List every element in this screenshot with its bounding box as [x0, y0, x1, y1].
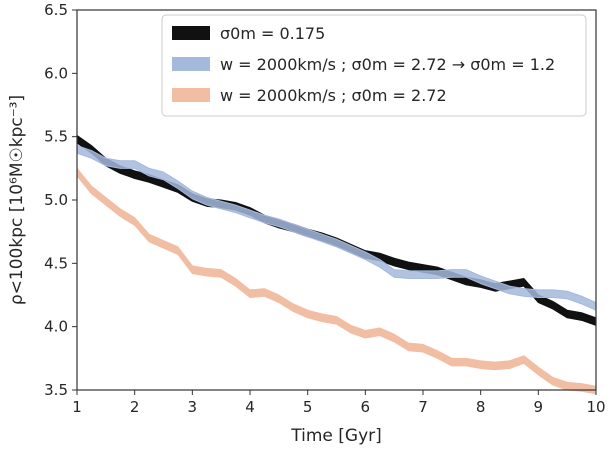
legend-swatch-1 — [172, 26, 210, 40]
y-tick-label: 6.0 — [44, 64, 68, 82]
x-tick-label: 9 — [534, 398, 544, 416]
legend-label-3: w = 2000km/s ; σ0m = 2.72 — [220, 86, 447, 105]
legend-swatch-3 — [172, 88, 210, 102]
series-band-1 — [76, 134, 597, 326]
axis-ticks: 1 2 3 4 5 6 7 8 9 10 3.5 4.0 4.5 5.0 5.5 6.0 6.5 — [44, 1, 605, 416]
x-tick-label: 2 — [130, 398, 140, 416]
y-tick-label: 4.5 — [44, 254, 68, 272]
y-tick-label: 4.0 — [44, 318, 68, 336]
y-axis-label: ρ<100kpc [10⁶M☉kpc⁻³] — [7, 95, 27, 305]
legend-swatch-2 — [172, 57, 210, 71]
x-tick-label: 4 — [245, 398, 255, 416]
x-tick-label: 6 — [361, 398, 371, 416]
x-tick-label: 5 — [303, 398, 313, 416]
legend-label-2: w = 2000km/s ; σ0m = 2.72 → σ0m = 1.2 — [220, 55, 555, 74]
x-tick-label: 3 — [188, 398, 198, 416]
y-tick-label: 3.5 — [44, 381, 68, 399]
x-tick-label: 1 — [72, 398, 82, 416]
legend-box — [161, 14, 587, 117]
x-tick-label: 7 — [418, 398, 428, 416]
y-tick-label: 5.5 — [44, 128, 68, 146]
legend-label-1: σ0m = 0.175 — [220, 24, 325, 43]
y-tick-label: 5.0 — [44, 191, 68, 209]
series-bands — [76, 134, 597, 395]
x-tick-label: 10 — [586, 398, 605, 416]
legend: σ0m = 0.175 w = 2000km/s ; σ0m = 2.72 → σ… — [161, 14, 587, 117]
y-tick-label: 6.5 — [44, 1, 68, 19]
x-axis-label: Time [Gyr] — [290, 426, 382, 446]
x-tick-label: 8 — [476, 398, 486, 416]
